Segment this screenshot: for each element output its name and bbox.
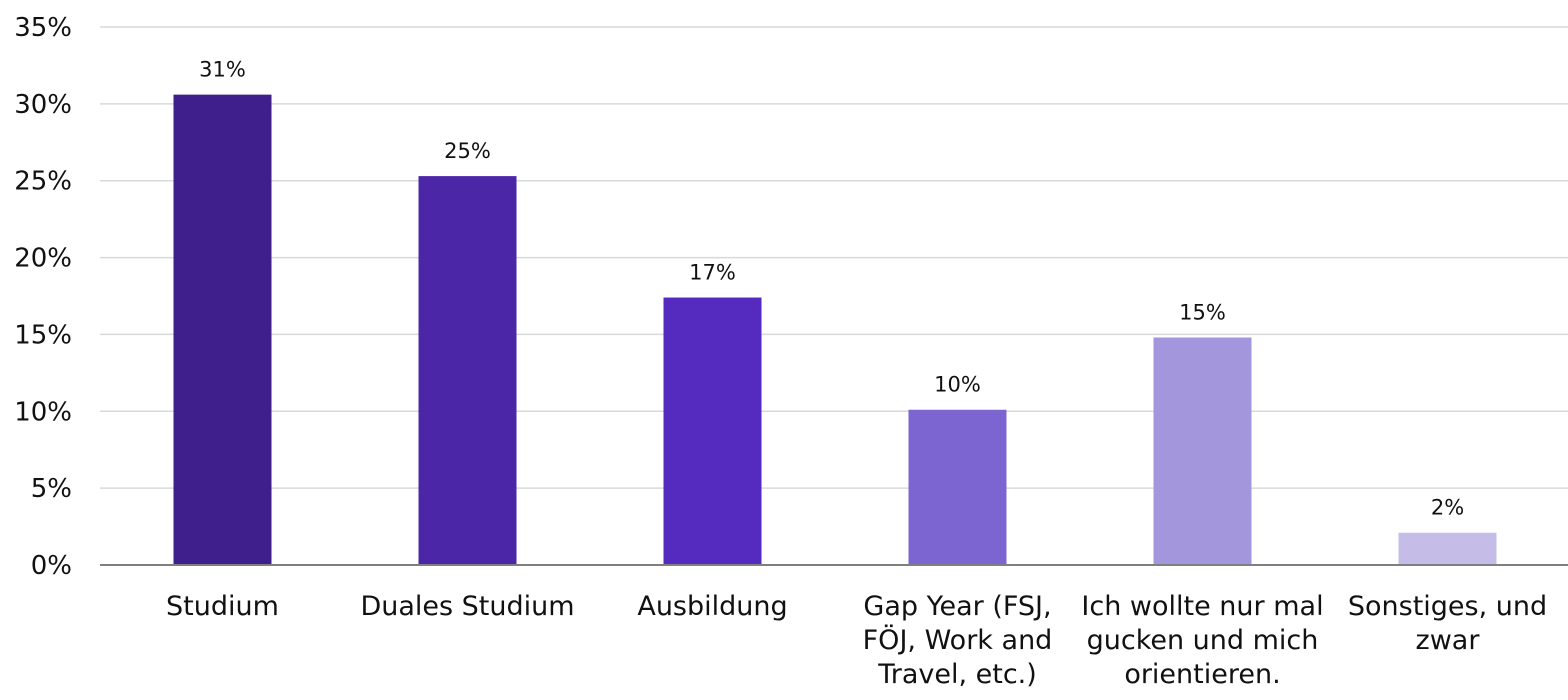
y-tick-label: 15% xyxy=(14,320,72,350)
x-category-label-line: Ausbildung xyxy=(637,591,787,622)
x-category-label-line: gucken und mich xyxy=(1087,625,1319,656)
x-category-label-line: Ich wollte nur mal xyxy=(1081,591,1323,622)
x-category-label-line: Sonstiges, und xyxy=(1348,591,1547,622)
y-tick-label: 0% xyxy=(31,551,72,581)
bar xyxy=(663,297,762,565)
x-category-label-line: Travel, etc.) xyxy=(877,659,1037,690)
x-category-label-line: zwar xyxy=(1416,625,1481,656)
x-category-label: Duales Studium xyxy=(360,591,574,622)
data-label: 17% xyxy=(689,261,736,285)
bar xyxy=(1398,532,1497,565)
bar xyxy=(173,94,272,566)
x-category-label-line: Gap Year (FSJ, xyxy=(863,591,1051,622)
data-label: 15% xyxy=(1179,301,1226,325)
data-label: 2% xyxy=(1431,496,1464,520)
y-tick-label: 35% xyxy=(14,13,72,43)
bar xyxy=(908,409,1007,565)
data-label: 25% xyxy=(444,139,491,163)
bar xyxy=(418,176,517,566)
x-category-label: Ich wollte nur mal gucken und mich orienti… xyxy=(1081,591,1323,690)
x-category-label: Sonstiges, und zwar xyxy=(1348,591,1547,656)
y-tick-label: 10% xyxy=(14,397,72,427)
y-tick-label: 25% xyxy=(14,167,72,197)
x-category-label: Ausbildung xyxy=(637,591,787,622)
data-label: 31% xyxy=(199,58,246,82)
data-label: 10% xyxy=(934,373,981,397)
x-category-label: Studium xyxy=(166,591,279,622)
x-category-label-line: Studium xyxy=(166,591,279,622)
bar xyxy=(1153,337,1252,565)
x-category-label-line: FÖJ, Work and xyxy=(863,624,1053,656)
x-category-label-line: orientieren. xyxy=(1124,659,1280,690)
x-category-label-line: Duales Studium xyxy=(360,591,574,622)
y-tick-label: 5% xyxy=(31,474,72,504)
x-category-label: Gap Year (FSJ, FÖJ, Work and Travel, etc.) xyxy=(863,591,1053,690)
y-tick-label: 30% xyxy=(14,90,72,120)
y-tick-label: 20% xyxy=(14,244,72,274)
